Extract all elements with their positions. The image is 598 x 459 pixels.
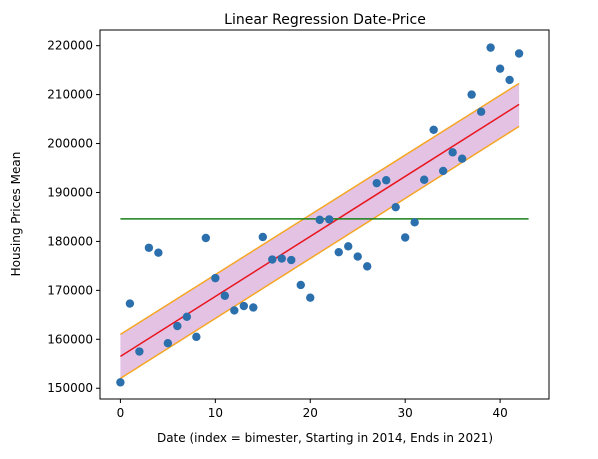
y-tick-label: 210000 <box>47 88 93 102</box>
data-point <box>258 232 267 242</box>
plot-area <box>116 43 529 387</box>
data-point <box>457 154 467 163</box>
data-point <box>230 306 239 315</box>
data-point <box>391 202 400 212</box>
data-point <box>438 166 448 176</box>
x-tick-label: 10 <box>208 406 223 420</box>
data-point <box>363 262 372 271</box>
data-point <box>410 218 419 227</box>
data-point <box>116 378 125 387</box>
data-point <box>249 303 258 312</box>
data-point <box>344 242 353 251</box>
data-point <box>467 90 476 99</box>
data-point <box>382 176 391 185</box>
data-point <box>419 175 429 184</box>
y-tick-label: 190000 <box>47 185 93 199</box>
data-point <box>325 215 334 224</box>
data-point <box>448 148 457 157</box>
data-point <box>239 301 249 311</box>
data-point <box>287 255 296 265</box>
x-tick-label: 0 <box>117 406 125 420</box>
data-point <box>514 49 524 58</box>
y-axis-label: Housing Prices Mean <box>9 152 23 277</box>
x-tick-label: 40 <box>492 406 507 420</box>
data-point <box>154 248 163 257</box>
data-point <box>192 332 201 342</box>
data-point <box>353 252 362 261</box>
data-point <box>495 64 505 73</box>
y-tick-label: 170000 <box>47 283 93 297</box>
data-point <box>429 125 438 135</box>
regression-line <box>120 103 520 358</box>
data-point <box>163 339 173 348</box>
data-point <box>486 43 495 52</box>
data-point <box>182 312 192 321</box>
data-point <box>211 273 220 283</box>
data-point <box>220 291 230 300</box>
y-tick-label: 200000 <box>47 137 93 151</box>
data-point <box>372 178 381 188</box>
plot-frame <box>99 29 550 400</box>
y-tick-label: 150000 <box>47 381 93 395</box>
data-point <box>125 299 135 308</box>
data-point <box>315 215 324 225</box>
data-point <box>476 107 486 116</box>
data-point <box>334 247 343 257</box>
y-tick-label: 160000 <box>47 332 93 346</box>
data-point <box>201 233 211 243</box>
y-tick-label: 220000 <box>47 39 93 53</box>
data-point <box>400 233 410 242</box>
x-tick-label: 30 <box>398 406 413 420</box>
data-point <box>277 254 286 263</box>
chart-title: Linear Regression Date-Price <box>224 12 426 28</box>
data-point <box>144 243 154 252</box>
data-point <box>173 321 182 331</box>
data-point <box>135 347 144 356</box>
y-tick-label: 180000 <box>47 234 93 248</box>
x-axis-label: Date (index = bimester, Starting in 2014… <box>157 431 493 445</box>
band-lower-line <box>120 125 520 380</box>
data-point <box>306 293 315 302</box>
axis-ticks: 0 10 20 30 40 150000 160000 170000 180000 190000 2… <box>47 39 508 420</box>
band-upper-line <box>120 82 520 336</box>
data-point <box>268 255 277 264</box>
data-point <box>296 280 305 290</box>
x-tick-label: 20 <box>303 406 318 420</box>
data-point <box>505 75 514 85</box>
